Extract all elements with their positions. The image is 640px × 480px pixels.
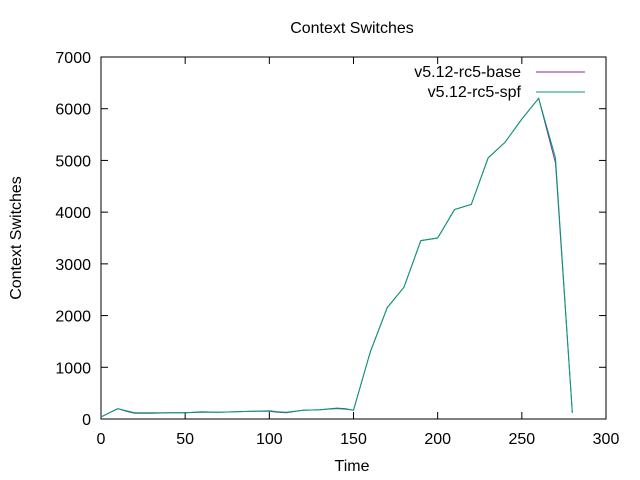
x-axis-label: Time [335, 458, 370, 475]
y-tick-label: 5000 [55, 153, 91, 170]
legend-label: v5.12-rc5-base [414, 64, 521, 81]
series-line-base [100, 97, 573, 418]
y-tick-label: 4000 [55, 205, 91, 222]
x-axis-ticks: 0 50 100 150 200 250 300 [97, 57, 620, 448]
x-tick-label: 200 [424, 431, 451, 448]
plot-frame [100, 56, 607, 420]
y-tick-label: 1000 [55, 360, 91, 377]
x-tick-label: 0 [97, 431, 106, 448]
y-axis-label: Context Switches [8, 176, 25, 300]
y-tick-label: 7000 [55, 50, 91, 67]
x-tick-label: 100 [256, 431, 283, 448]
y-tick-label: 0 [82, 412, 91, 429]
series-lines [100, 97, 573, 418]
chart-title: Context Switches [290, 20, 414, 37]
x-tick-label: 50 [176, 431, 194, 448]
series-line-spf [100, 97, 573, 418]
x-tick-label: 300 [593, 431, 620, 448]
legend: v5.12-rc5-base v5.12-rc5-spf [414, 64, 585, 101]
y-tick-label: 3000 [55, 257, 91, 274]
legend-label: v5.12-rc5-spf [428, 84, 522, 101]
y-tick-label: 6000 [55, 102, 91, 119]
x-tick-label: 150 [340, 431, 367, 448]
y-tick-label: 2000 [55, 309, 91, 326]
x-tick-label: 250 [508, 431, 535, 448]
y-axis-ticks: 0 1000 2000 3000 4000 5000 6000 7000 [55, 50, 606, 429]
